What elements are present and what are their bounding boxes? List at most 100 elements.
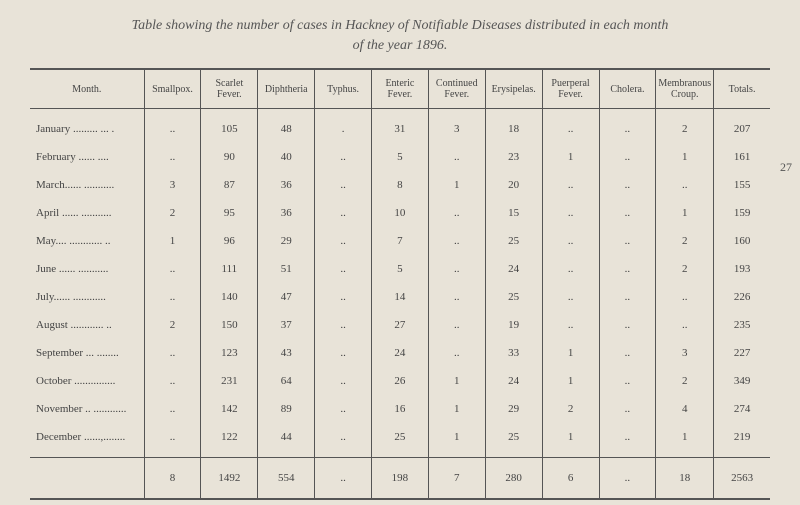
data-cell: 274 <box>714 395 770 423</box>
data-cell: .. <box>542 171 599 199</box>
data-cell: 19 <box>485 311 542 339</box>
data-cell: .. <box>599 199 656 227</box>
table-row: July...... ..............14047..14..25..… <box>30 283 770 311</box>
data-cell: 26 <box>371 367 428 395</box>
data-cell: 36 <box>258 199 315 227</box>
data-cell: .. <box>428 227 485 255</box>
data-cell: .. <box>144 255 201 283</box>
data-cell: 155 <box>714 171 770 199</box>
data-cell: .. <box>542 199 599 227</box>
diseases-table: Month. Smallpox. Scarlet Fever. Diphther… <box>30 68 770 500</box>
data-cell: .. <box>315 227 372 255</box>
data-cell: 123 <box>201 339 258 367</box>
table-row: November .. ..............14289..161292.… <box>30 395 770 423</box>
data-cell: 24 <box>485 255 542 283</box>
table-row: February ...... ......9040..5..231..1161 <box>30 143 770 171</box>
data-cell: .. <box>428 199 485 227</box>
month-cell: January ......... ... . <box>30 115 144 143</box>
header-row: Month. Smallpox. Scarlet Fever. Diphther… <box>30 69 770 109</box>
col-continued-fever: Continued Fever. <box>428 69 485 109</box>
data-cell: .. <box>542 283 599 311</box>
data-cell: .. <box>315 171 372 199</box>
data-cell: 25 <box>485 227 542 255</box>
data-cell: .. <box>599 339 656 367</box>
month-cell: November .. ............ <box>30 395 144 423</box>
data-cell: 95 <box>201 199 258 227</box>
data-cell: .. <box>542 255 599 283</box>
data-cell: 193 <box>714 255 770 283</box>
data-cell: .. <box>599 115 656 143</box>
data-cell: 3 <box>656 339 714 367</box>
data-cell: 1 <box>542 423 599 451</box>
totals-cell: 198 <box>371 458 428 500</box>
data-cell: .. <box>315 311 372 339</box>
data-cell: .. <box>599 255 656 283</box>
data-cell: 89 <box>258 395 315 423</box>
month-cell: April ...... ........... <box>30 199 144 227</box>
col-totals: Totals. <box>714 69 770 109</box>
page-number: 27 <box>780 160 792 175</box>
data-cell: 207 <box>714 115 770 143</box>
totals-cell: .. <box>315 458 372 500</box>
data-cell: .. <box>542 115 599 143</box>
data-cell: 235 <box>714 311 770 339</box>
data-cell: 161 <box>714 143 770 171</box>
data-cell: 1 <box>656 199 714 227</box>
data-cell: .. <box>315 367 372 395</box>
data-cell: 105 <box>201 115 258 143</box>
totals-cell: 7 <box>428 458 485 500</box>
data-cell: .. <box>144 143 201 171</box>
data-cell: .. <box>656 283 714 311</box>
totals-cell: 18 <box>656 458 714 500</box>
col-erysipelas: Erysipelas. <box>485 69 542 109</box>
data-cell: 47 <box>258 283 315 311</box>
data-cell: 1 <box>656 143 714 171</box>
data-cell: 160 <box>714 227 770 255</box>
data-cell: 24 <box>485 367 542 395</box>
data-cell: 1 <box>542 143 599 171</box>
month-cell: December ......,........ <box>30 423 144 451</box>
data-cell: .. <box>599 171 656 199</box>
data-cell: 16 <box>371 395 428 423</box>
data-cell: 51 <box>258 255 315 283</box>
data-cell: 87 <box>201 171 258 199</box>
data-cell: 142 <box>201 395 258 423</box>
data-cell: 2 <box>656 367 714 395</box>
data-cell: .. <box>542 227 599 255</box>
data-cell: 90 <box>201 143 258 171</box>
data-cell: 8 <box>371 171 428 199</box>
col-enteric-fever: Enteric Fever. <box>371 69 428 109</box>
data-cell: 96 <box>201 227 258 255</box>
data-cell: 2 <box>656 255 714 283</box>
data-cell: .. <box>315 395 372 423</box>
col-smallpox: Smallpox. <box>144 69 201 109</box>
totals-cell: 554 <box>258 458 315 500</box>
data-cell: 1 <box>428 423 485 451</box>
data-cell: 25 <box>485 423 542 451</box>
data-cell: 226 <box>714 283 770 311</box>
data-cell: 44 <box>258 423 315 451</box>
table-title-line1: Table showing the number of cases in Hac… <box>30 18 770 34</box>
month-cell: September ... ........ <box>30 339 144 367</box>
data-cell: 2 <box>656 115 714 143</box>
totals-cell: 280 <box>485 458 542 500</box>
data-cell: 27 <box>371 311 428 339</box>
data-cell: .. <box>144 339 201 367</box>
data-cell: .. <box>656 171 714 199</box>
data-cell: .. <box>428 283 485 311</box>
data-cell: 24 <box>371 339 428 367</box>
data-cell: 1 <box>428 367 485 395</box>
table-row: June ...... .............11151..5..24...… <box>30 255 770 283</box>
data-cell: 2 <box>144 199 201 227</box>
month-cell: March...... ........... <box>30 171 144 199</box>
data-cell: 140 <box>201 283 258 311</box>
data-cell: .. <box>428 143 485 171</box>
data-cell: 29 <box>258 227 315 255</box>
month-cell: June ...... ........... <box>30 255 144 283</box>
col-cholera: Cholera. <box>599 69 656 109</box>
data-cell: 10 <box>371 199 428 227</box>
totals-cell: 1492 <box>201 458 258 500</box>
data-cell: 227 <box>714 339 770 367</box>
data-cell: 1 <box>144 227 201 255</box>
data-cell: 1 <box>428 395 485 423</box>
